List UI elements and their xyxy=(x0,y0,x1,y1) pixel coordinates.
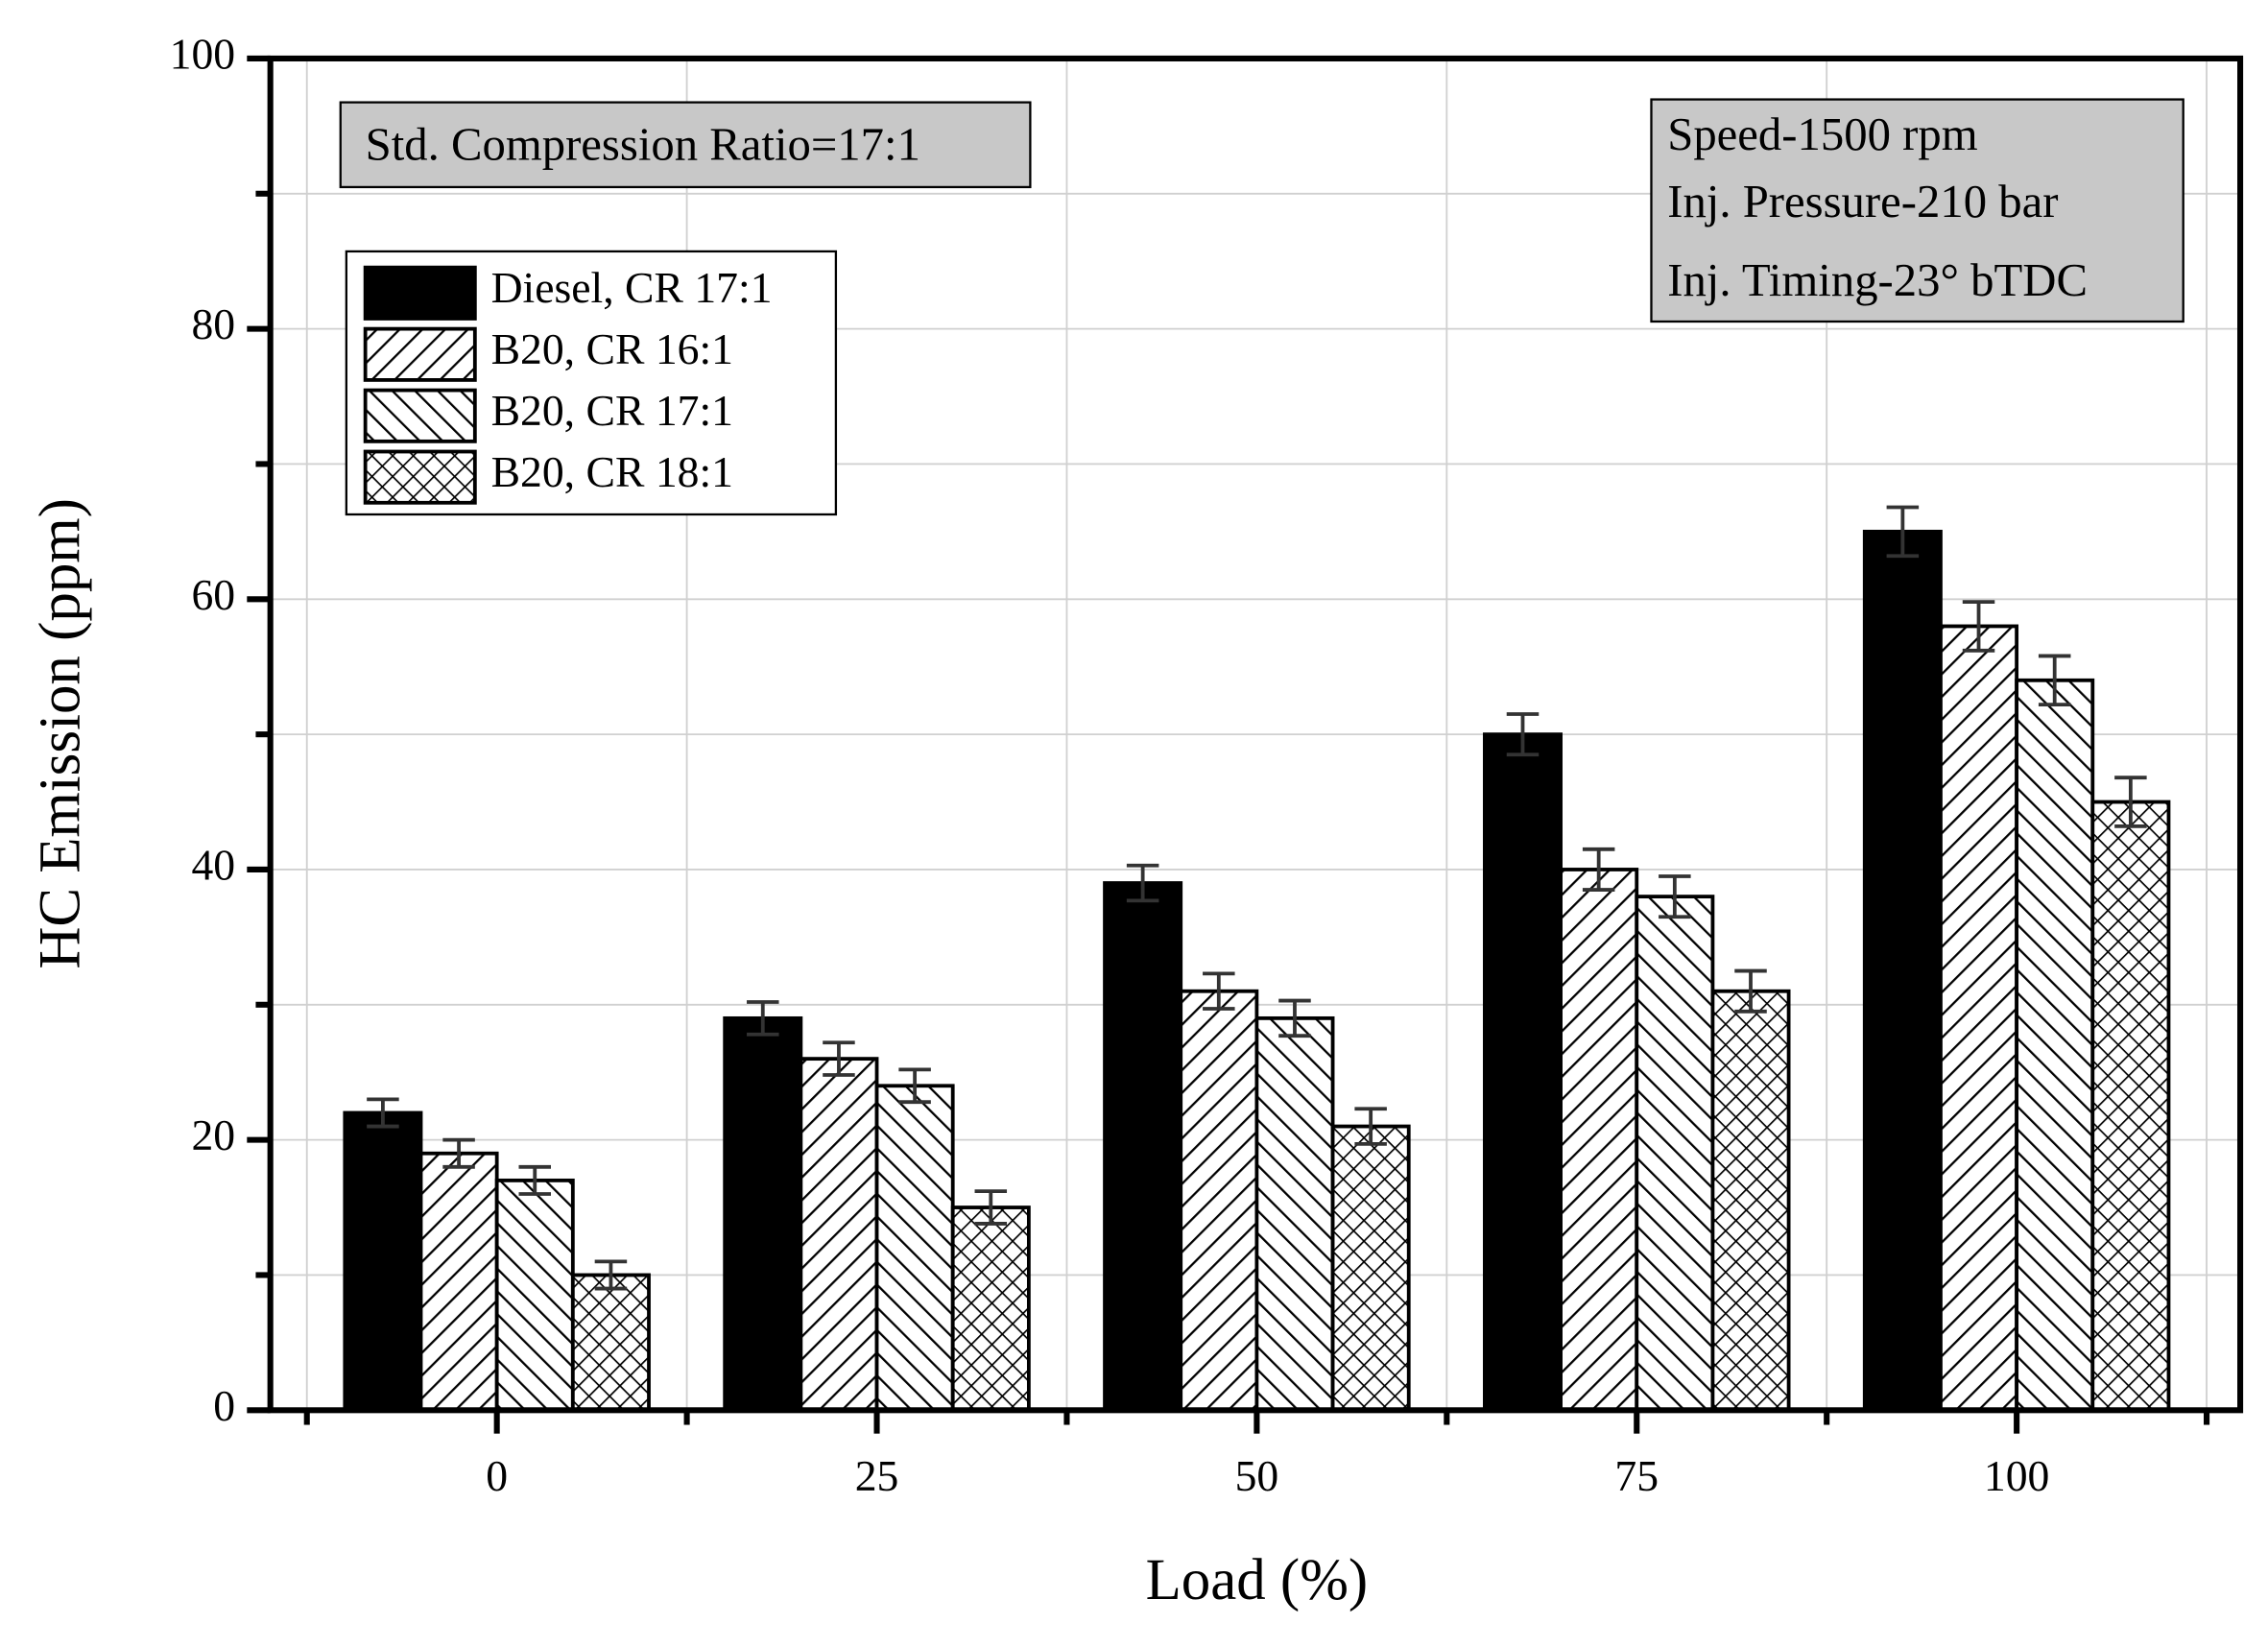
bar xyxy=(874,1084,955,1413)
error-bar xyxy=(974,1189,1008,1226)
bar xyxy=(1559,868,1639,1413)
legend-swatch xyxy=(363,449,477,505)
error-bar xyxy=(442,1137,475,1169)
bar xyxy=(494,1178,575,1413)
x-tick-label: 25 xyxy=(855,1451,899,1500)
legend-label: B20, CR 18:1 xyxy=(491,447,733,496)
error-bar xyxy=(2114,776,2147,828)
y-tick-label: 0 xyxy=(213,1381,235,1430)
bar xyxy=(799,1057,879,1413)
error-bar xyxy=(1506,712,1540,757)
x-tick-label: 0 xyxy=(486,1451,508,1500)
annotation: Inj. Pressure-210 bar xyxy=(1667,176,2058,227)
bar xyxy=(950,1205,1031,1413)
bar xyxy=(343,1110,423,1413)
annotation-box xyxy=(1650,98,2184,323)
error-bar xyxy=(594,1259,628,1291)
bar xyxy=(1939,624,2019,1413)
error-bar xyxy=(367,1097,399,1129)
bar xyxy=(1254,1015,1335,1413)
bar xyxy=(2090,800,2171,1413)
x-tick-label: 75 xyxy=(1614,1451,1659,1500)
bar xyxy=(723,1015,803,1413)
y-axis-title: HC Emission (ppm) xyxy=(28,498,92,969)
y-tick-label: 100 xyxy=(170,29,235,78)
bars xyxy=(343,505,2171,1413)
error-bar xyxy=(823,1040,855,1077)
bar xyxy=(570,1273,651,1413)
y-tick-label: 40 xyxy=(191,840,235,889)
y-tick-label: 20 xyxy=(191,1110,235,1159)
error-bar xyxy=(1354,1107,1387,1146)
annotation: Inj. Timing-23° bTDC xyxy=(1667,254,2088,306)
bar xyxy=(1710,989,1791,1413)
bar xyxy=(418,1151,499,1413)
legend-swatch xyxy=(363,388,477,443)
annotation-box xyxy=(339,101,1032,189)
error-bar xyxy=(518,1164,552,1196)
y-tick-label: 60 xyxy=(191,570,235,619)
error-bar xyxy=(747,1000,779,1037)
error-bar xyxy=(898,1067,931,1105)
legend: Diesel, CR 17:1 B20, CR 16:1 B20, CR 17:1 B… xyxy=(345,250,838,516)
x-tick-label: 50 xyxy=(1235,1451,1279,1500)
error-bar xyxy=(1582,847,1615,892)
error-bar xyxy=(1962,600,1995,653)
bar xyxy=(1103,881,1183,1413)
error-bar xyxy=(2038,654,2071,707)
bar xyxy=(1862,529,1943,1413)
legend-label: Diesel, CR 17:1 xyxy=(491,263,773,312)
y-tick-label: 80 xyxy=(191,299,235,348)
legend-swatch xyxy=(363,326,477,382)
error-bar xyxy=(1659,874,1691,919)
error-bar xyxy=(1278,998,1311,1038)
axes: 0 20 40 60 80 100 0 25 50 75 100 xyxy=(170,29,2210,1500)
bar xyxy=(1635,895,1715,1413)
annotation: Speed-1500 rpm xyxy=(1667,108,1977,160)
bar xyxy=(1330,1124,1411,1413)
error-bar xyxy=(1203,971,1235,1011)
legend-label: B20, CR 17:1 xyxy=(491,386,733,435)
annotation: Std. Compression Ratio=17:1 xyxy=(366,119,920,171)
x-axis-title: Load (%) xyxy=(1146,1548,1369,1612)
legend-label: B20, CR 16:1 xyxy=(491,324,733,373)
error-bar xyxy=(1734,968,1767,1014)
legend-swatch xyxy=(363,265,477,321)
error-bar xyxy=(1126,863,1159,903)
error-bar xyxy=(1886,505,1920,559)
bar xyxy=(1179,989,1259,1413)
bar xyxy=(2015,678,2095,1413)
bar xyxy=(1483,732,1563,1413)
x-tick-label: 100 xyxy=(1984,1451,2049,1500)
